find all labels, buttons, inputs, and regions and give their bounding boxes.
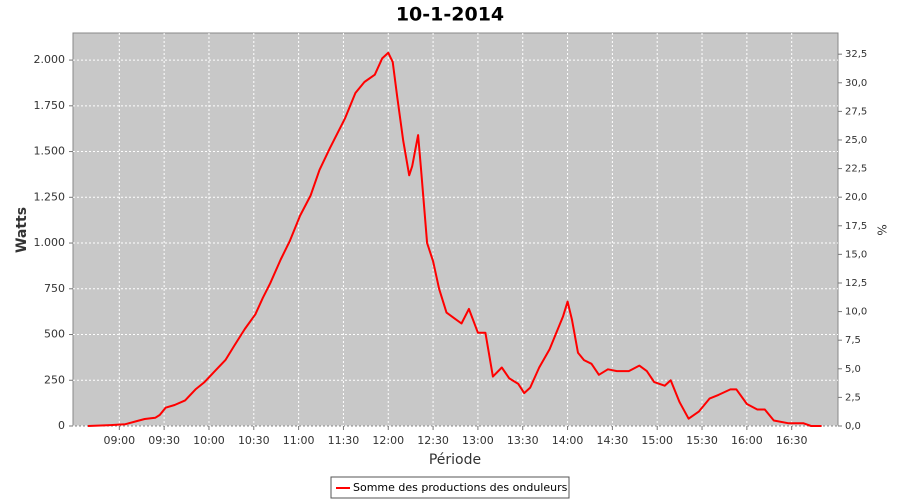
x-tick-label: 13:30: [507, 434, 539, 447]
y2-tick-label: 32,5: [845, 49, 867, 60]
y2-tick-label: 30,0: [845, 78, 867, 89]
y2-tick-label: 10,0: [845, 307, 867, 318]
x-tick-label: 13:00: [462, 434, 494, 447]
y2-tick-label: 20,0: [845, 192, 867, 203]
x-tick-label: 09:30: [148, 434, 180, 447]
y-tick-label: 250: [44, 373, 65, 386]
x-tick-label: 14:30: [597, 434, 629, 447]
y-axis-label: Watts: [14, 207, 30, 253]
legend-box: [330, 476, 570, 499]
x-tick-label: 11:00: [283, 434, 315, 447]
data-line: [87, 51, 822, 427]
x-tick-label: 14:00: [552, 434, 584, 447]
x-axis-label: Période: [429, 452, 481, 468]
y2-tick-label: 27,5: [845, 106, 867, 117]
y2-tick-label: 0,0: [845, 421, 861, 432]
y2-tick-label: 5,0: [845, 364, 861, 375]
y2-tick-label: 25,0: [845, 135, 867, 146]
y2-tick-label: 17,5: [845, 221, 867, 232]
y2-tick-label: 15,0: [845, 249, 867, 260]
legend-label: Somme des productions des onduleurs: [353, 481, 568, 494]
x-tick-label: 16:00: [731, 434, 763, 447]
x-tick-label: 11:30: [328, 434, 360, 447]
y2-tick-label: 7,5: [845, 335, 861, 346]
y2-tick-label: 12,5: [845, 278, 867, 289]
y-tick-label: 1.500: [34, 145, 66, 158]
x-tick-label: 12:00: [372, 434, 404, 447]
y-tick-label: 0: [58, 419, 65, 432]
y-tick-label: 750: [44, 282, 65, 295]
x-tick-label: 12:30: [417, 434, 449, 447]
y-tick-label: 2.000: [34, 53, 66, 66]
y-tick-label: 1.250: [34, 190, 66, 203]
y-tick-label: 1.750: [34, 99, 66, 112]
x-tick-label: 15:30: [686, 434, 718, 447]
y2-axis-label: %: [875, 224, 889, 235]
x-tick-label: 10:00: [193, 434, 225, 447]
y2-tick-label: 2,5: [845, 392, 861, 403]
x-tick-label: 15:00: [641, 434, 673, 447]
y-tick-label: 500: [44, 328, 65, 341]
plot-area: [72, 32, 839, 427]
y-tick-label: 1.000: [34, 236, 66, 249]
chart-title: 10-1-2014: [396, 4, 504, 26]
y2-tick-label: 22,5: [845, 164, 867, 175]
x-tick-label: 16:30: [776, 434, 808, 447]
x-tick-label: 09:00: [103, 434, 135, 447]
x-tick-label: 10:30: [238, 434, 270, 447]
